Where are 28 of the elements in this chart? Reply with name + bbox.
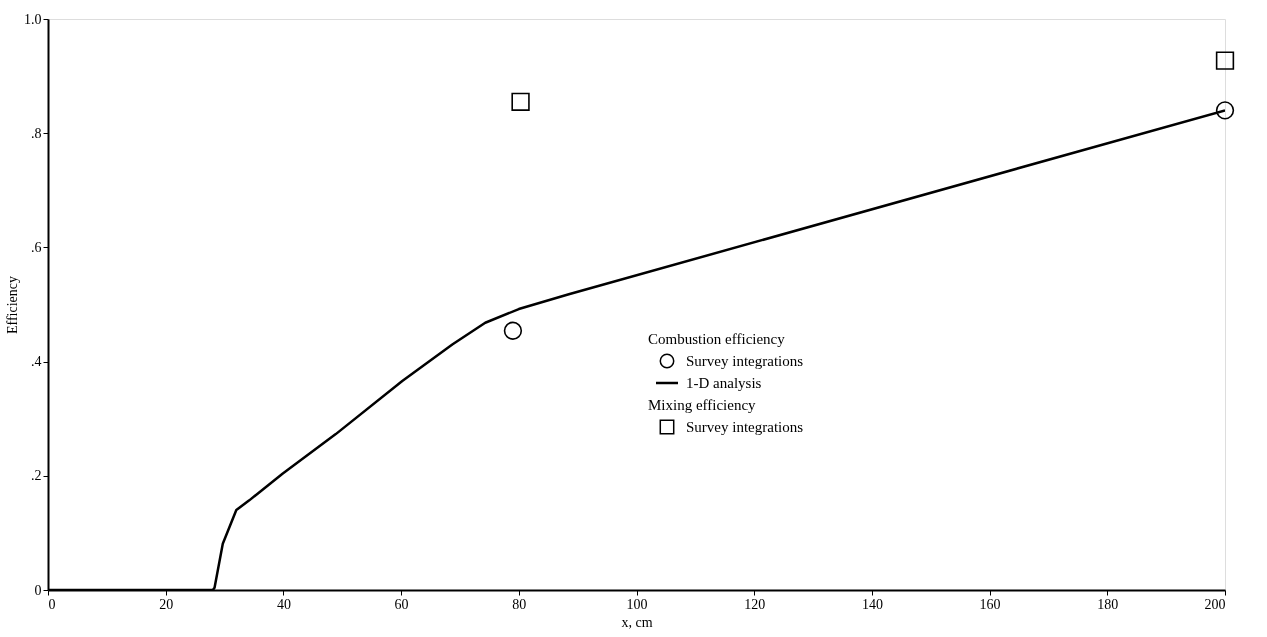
point <box>503 321 523 340</box>
legend-label: Survey integrations <box>686 353 804 369</box>
point <box>1215 51 1235 70</box>
x-tick-label: 140 <box>861 596 883 612</box>
y-tick-label: .8 <box>31 125 42 141</box>
point <box>1215 101 1235 120</box>
x-tick-label: 80 <box>512 596 527 612</box>
y-tick-label: .6 <box>31 239 42 255</box>
y-tick-label: 0 <box>34 582 42 598</box>
x-tick-label: 20 <box>159 596 174 612</box>
annotation: Mixing efficiency <box>648 397 757 413</box>
x-tick-label: 0 <box>48 596 56 612</box>
y-tick-label: 1.0 <box>24 11 42 27</box>
legend-label: Survey integrations <box>686 419 804 435</box>
x-tick-label: 120 <box>744 596 766 612</box>
x-tick-label: 60 <box>394 596 409 612</box>
x-tick-label: 40 <box>276 596 291 612</box>
point <box>511 92 530 111</box>
x-axis-title: x, cm <box>621 614 653 630</box>
y-tick-label: .4 <box>31 354 42 370</box>
legend-label: 1-D analysis <box>686 375 762 391</box>
x-tick-label: 160 <box>979 596 1001 612</box>
legend-title: Combustion efficiency <box>648 331 786 347</box>
x-tick-label: 180 <box>1097 596 1119 612</box>
x-tick-label: 100 <box>626 596 648 612</box>
x-tick-label: 200 <box>1204 596 1226 612</box>
y-tick-label: .2 <box>31 468 42 484</box>
y-axis-title: Efficiency <box>5 275 20 335</box>
